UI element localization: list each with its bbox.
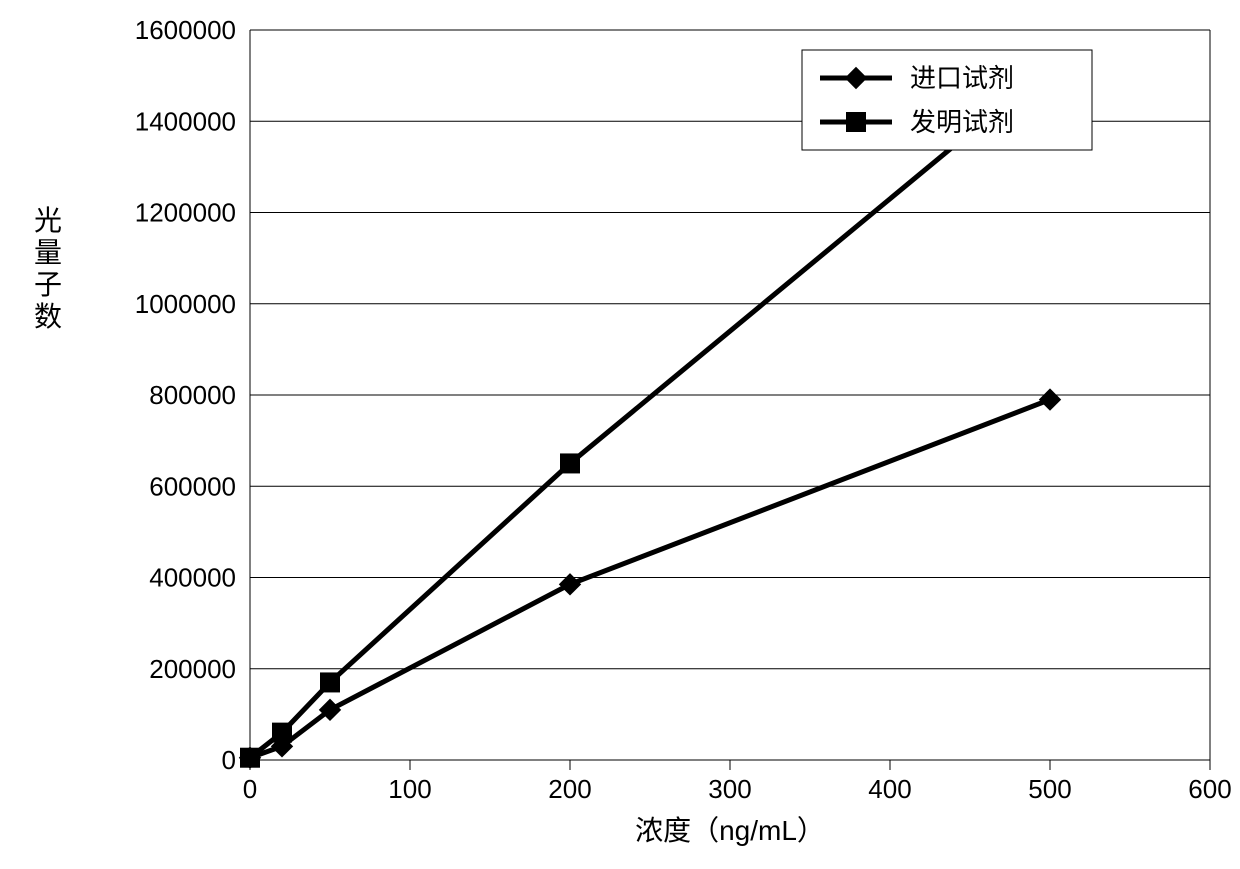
svg-text:600: 600 bbox=[1188, 774, 1231, 804]
svg-text:0: 0 bbox=[243, 774, 257, 804]
svg-text:1600000: 1600000 bbox=[135, 15, 236, 45]
line-chart: 0 200000 400000 600000 800000 1000000 1200000 1… bbox=[0, 0, 1240, 869]
svg-text:400000: 400000 bbox=[149, 563, 236, 593]
svg-text:发明试剂: 发明试剂 bbox=[910, 107, 1014, 137]
chart-container: 0 200000 400000 600000 800000 1000000 1200000 1… bbox=[0, 0, 1240, 869]
svg-text:200: 200 bbox=[548, 774, 591, 804]
svg-text:400: 400 bbox=[868, 774, 911, 804]
svg-text:量: 量 bbox=[34, 237, 62, 268]
svg-text:浓度（ng/mL）: 浓度（ng/mL） bbox=[635, 815, 825, 846]
svg-text:200000: 200000 bbox=[149, 654, 236, 684]
svg-text:子: 子 bbox=[34, 269, 62, 300]
svg-text:500: 500 bbox=[1028, 774, 1071, 804]
svg-text:数: 数 bbox=[34, 301, 62, 332]
svg-text:800000: 800000 bbox=[149, 380, 236, 410]
svg-text:光: 光 bbox=[34, 205, 62, 236]
svg-text:进口试剂: 进口试剂 bbox=[910, 63, 1014, 93]
svg-text:1200000: 1200000 bbox=[135, 198, 236, 228]
svg-text:100: 100 bbox=[388, 774, 431, 804]
svg-text:300: 300 bbox=[708, 774, 751, 804]
svg-text:0: 0 bbox=[222, 745, 236, 775]
svg-text:1400000: 1400000 bbox=[135, 106, 236, 136]
svg-text:600000: 600000 bbox=[149, 471, 236, 501]
svg-text:1000000: 1000000 bbox=[135, 289, 236, 319]
